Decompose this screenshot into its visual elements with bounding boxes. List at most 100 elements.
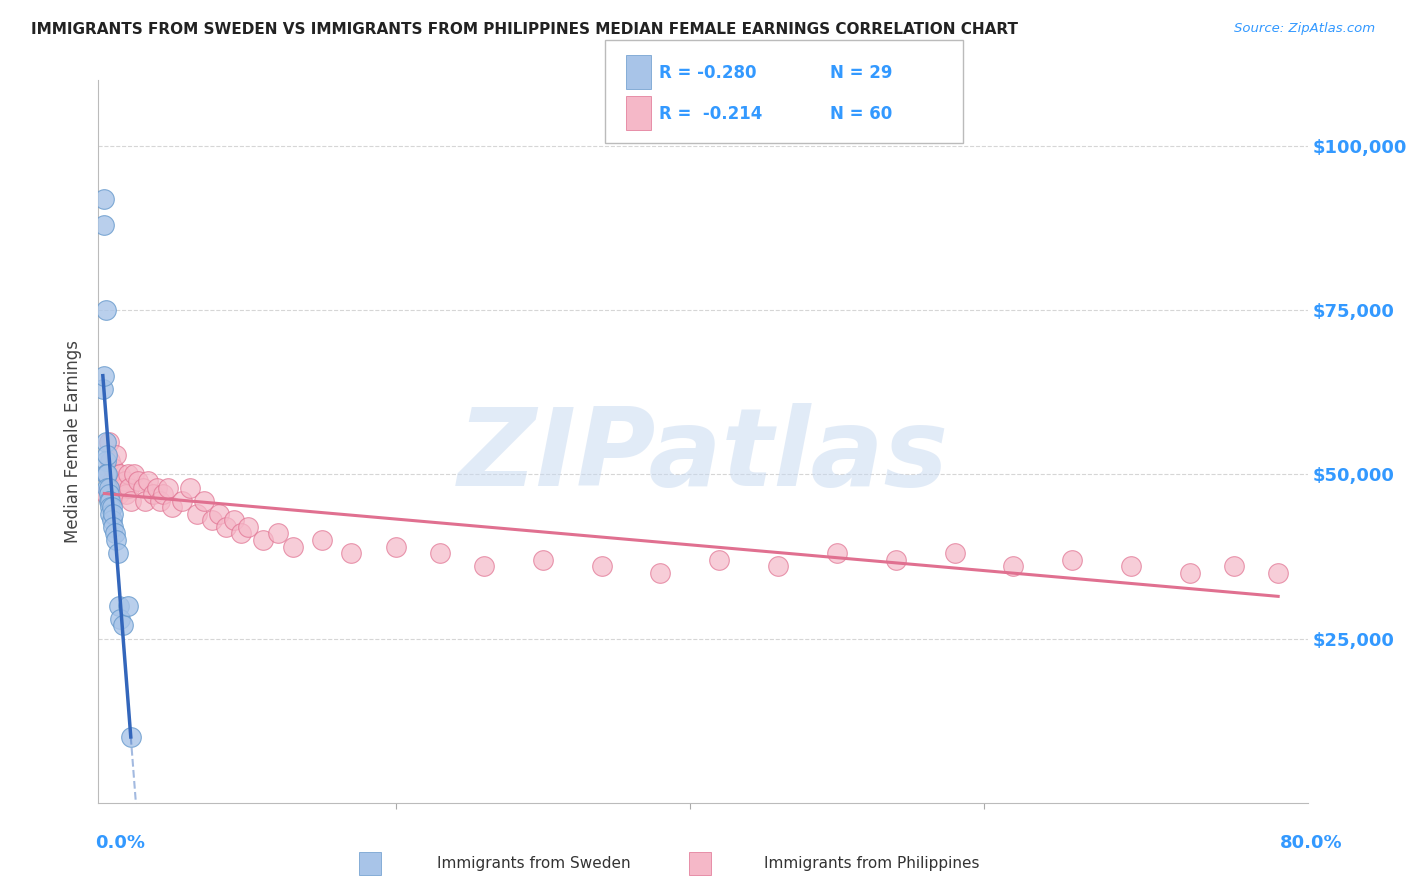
Point: [97, 481, 120, 495]
Point: [117, 599, 139, 613]
Point: [186, 507, 208, 521]
Point: [108, 599, 131, 613]
Point: [97, 493, 120, 508]
Point: [142, 487, 165, 501]
Point: [146, 481, 169, 495]
Text: IMMIGRANTS FROM SWEDEN VS IMMIGRANTS FROM PHILIPPINES MEDIAN FEMALE EARNINGS COR: IMMIGRANTS FROM SWEDEN VS IMMIGRANTS FRO…: [31, 22, 1018, 37]
Point: [101, 520, 124, 534]
Point: [93, 192, 115, 206]
Point: [1062, 553, 1084, 567]
Point: [94, 434, 117, 449]
Point: [107, 481, 129, 495]
Point: [120, 493, 142, 508]
Point: [429, 546, 451, 560]
Point: [1223, 559, 1246, 574]
Point: [94, 303, 117, 318]
Point: [193, 493, 215, 508]
Point: [311, 533, 333, 547]
Point: [108, 487, 131, 501]
Point: [117, 467, 139, 482]
Text: R =  -0.214: R = -0.214: [659, 105, 763, 123]
Point: [93, 218, 115, 232]
Point: [152, 487, 174, 501]
Point: [208, 507, 231, 521]
Point: [97, 487, 120, 501]
Point: [825, 546, 848, 560]
Point: [160, 500, 183, 515]
Text: Immigrants from Sweden: Immigrants from Sweden: [437, 856, 631, 871]
Point: [122, 467, 145, 482]
Point: [94, 467, 117, 482]
Point: [96, 448, 118, 462]
Point: [110, 612, 132, 626]
Point: [156, 481, 179, 495]
Point: [118, 481, 141, 495]
Point: [531, 553, 554, 567]
Point: [201, 513, 224, 527]
Point: [104, 474, 127, 488]
Point: [384, 540, 406, 554]
Point: [112, 481, 135, 495]
Point: [267, 526, 290, 541]
Y-axis label: Median Female Earnings: Median Female Earnings: [65, 340, 83, 543]
Point: [91, 382, 114, 396]
Point: [238, 520, 260, 534]
Text: Source: ZipAtlas.com: Source: ZipAtlas.com: [1234, 22, 1375, 36]
Point: [1002, 559, 1025, 574]
Point: [105, 533, 128, 547]
Point: [149, 493, 172, 508]
Point: [96, 481, 118, 495]
Point: [98, 493, 121, 508]
Text: Immigrants from Philippines: Immigrants from Philippines: [763, 856, 980, 871]
Text: N = 60: N = 60: [830, 105, 891, 123]
Point: [766, 559, 789, 574]
Point: [1267, 566, 1289, 580]
Point: [120, 730, 142, 744]
Point: [115, 487, 138, 501]
Point: [281, 540, 304, 554]
Point: [138, 474, 160, 488]
Point: [110, 467, 132, 482]
Point: [340, 546, 363, 560]
Text: 0.0%: 0.0%: [96, 834, 146, 852]
Point: [101, 507, 124, 521]
Point: [1119, 559, 1142, 574]
Point: [884, 553, 907, 567]
Point: [101, 460, 124, 475]
Text: ZIPatlas: ZIPatlas: [457, 403, 949, 509]
Point: [215, 520, 238, 534]
Point: [96, 467, 118, 482]
Point: [172, 493, 194, 508]
Point: [96, 467, 118, 482]
Point: [1178, 566, 1201, 580]
Point: [105, 448, 128, 462]
Point: [94, 487, 117, 501]
Text: R = -0.280: R = -0.280: [659, 64, 756, 82]
Point: [222, 513, 245, 527]
Point: [134, 493, 156, 508]
Point: [114, 474, 136, 488]
Point: [709, 553, 731, 567]
Point: [252, 533, 274, 547]
Point: [591, 559, 613, 574]
Point: [107, 546, 129, 560]
Point: [98, 500, 121, 515]
Point: [112, 618, 135, 632]
Text: N = 29: N = 29: [830, 64, 891, 82]
Point: [97, 434, 120, 449]
Point: [98, 454, 121, 468]
Point: [943, 546, 966, 560]
Point: [104, 526, 127, 541]
Point: [93, 368, 115, 383]
Point: [179, 481, 201, 495]
Point: [94, 454, 117, 468]
Point: [100, 474, 122, 488]
Text: 80.0%: 80.0%: [1279, 834, 1343, 852]
Point: [127, 474, 149, 488]
Point: [98, 507, 121, 521]
Point: [100, 513, 122, 527]
Point: [229, 526, 252, 541]
Point: [472, 559, 495, 574]
Point: [650, 566, 672, 580]
Point: [100, 500, 122, 515]
